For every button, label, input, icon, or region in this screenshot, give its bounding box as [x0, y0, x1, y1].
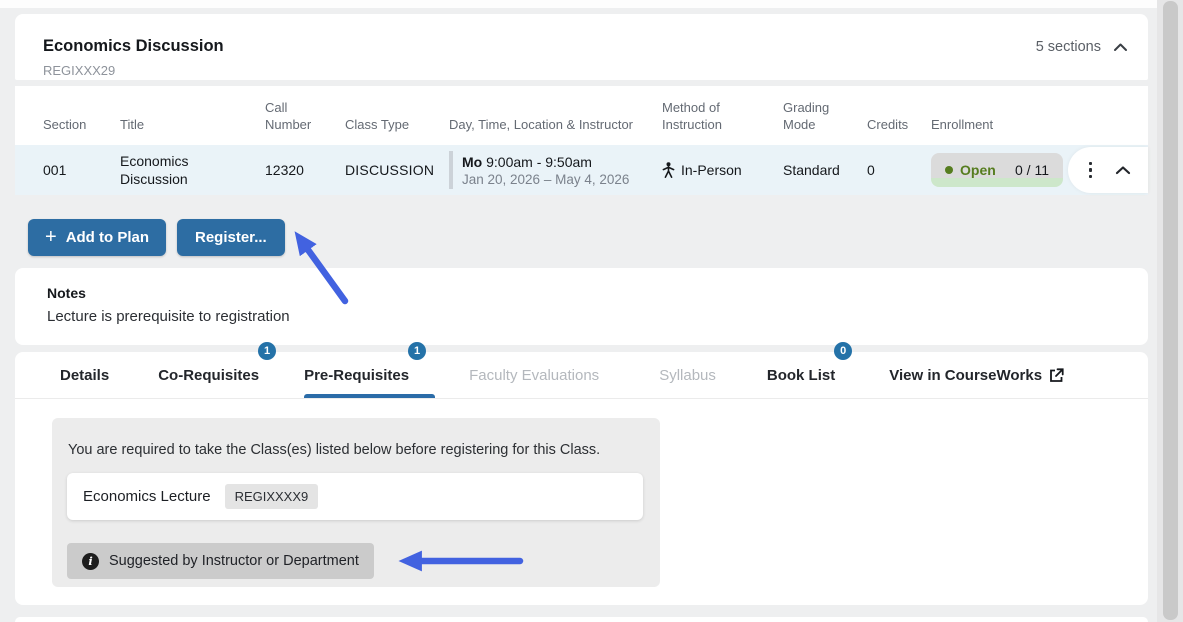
col-header-credits: Credits	[867, 117, 909, 133]
row-day-time: Mo 9:00am - 9:50am Jan 20, 2026 – May 4,…	[449, 151, 662, 189]
external-link-icon	[1049, 367, 1064, 383]
row-section: 001	[43, 162, 67, 178]
row-call-number: 12320	[265, 162, 304, 178]
notes-heading: Notes	[47, 285, 86, 301]
tab-view-in-courseworks[interactable]: View in CourseWorks	[889, 352, 1064, 398]
next-card-edge	[15, 617, 1148, 622]
row-grading: Standard	[783, 162, 840, 178]
method-label: In-Person	[681, 162, 742, 178]
register-label: Register...	[195, 229, 267, 246]
sections-collapse-toggle[interactable]: 5 sections	[1036, 14, 1128, 80]
tab-faculty-evaluations: Faculty Evaluations	[469, 366, 600, 384]
book-list-count-badge: 0	[834, 342, 853, 360]
col-header-call-number: Call Number	[265, 99, 312, 133]
course-header-card: Economics Discussion REGIXXX29 5 section…	[15, 14, 1148, 80]
row-collapse-chevron-up-icon[interactable]	[1115, 165, 1131, 175]
scrollbar-thumb[interactable]	[1163, 1, 1178, 620]
col-header-title: Title	[120, 117, 145, 133]
tab-co-requisites[interactable]: Co-Requisites 1	[158, 342, 277, 398]
plus-icon: +	[45, 225, 57, 248]
col-header-enrollment: Enrollment	[931, 117, 994, 133]
meeting-time: 9:00am - 9:50am	[486, 153, 592, 170]
notes-card: Notes Lecture is prerequisite to registr…	[15, 268, 1148, 345]
prerequisite-class-code-badge: REGIXXXX9	[224, 484, 319, 509]
suggested-by-instructor-button[interactable]: i Suggested by Instructor or Department	[67, 543, 374, 579]
course-code: REGIXXX29	[43, 63, 116, 78]
person-icon	[662, 162, 675, 178]
col-header-class-type: Class Type	[345, 117, 410, 133]
enrollment-count: 0 / 11	[1015, 162, 1049, 178]
pre-requisites-message: You are required to take the Class(es) l…	[68, 442, 601, 458]
row-method: In-Person	[662, 162, 783, 178]
tab-details[interactable]: Details	[60, 366, 110, 384]
tab-book-list[interactable]: Book List 0	[767, 342, 853, 398]
kebab-menu-icon[interactable]	[1085, 158, 1097, 183]
course-title: Economics Discussion	[43, 37, 224, 55]
row-enrollment: Open 0 / 11	[931, 153, 1148, 187]
row-title: Economics Discussion	[120, 152, 189, 187]
top-strip	[0, 0, 1183, 8]
col-header-day-time: Day, Time, Location & Instructor	[449, 117, 633, 133]
chevron-up-icon	[1113, 42, 1128, 52]
meeting-day: Mo	[462, 153, 483, 170]
notes-text: Lecture is prerequisite to registration	[47, 308, 290, 325]
row-class-type: DISCUSSION	[345, 162, 435, 178]
add-to-plan-button[interactable]: + Add to Plan	[28, 219, 167, 256]
meeting-dates: Jan 20, 2026 – May 4, 2026	[462, 171, 630, 187]
row-credits: 0	[867, 162, 875, 178]
enrollment-status: Open	[960, 162, 996, 178]
pre-requisites-count-badge: 1	[408, 342, 427, 360]
info-icon: i	[82, 552, 99, 570]
col-header-section: Section	[43, 117, 87, 133]
col-header-method: Method of Instruction	[662, 99, 722, 133]
col-header-grading: Grading Mode	[783, 99, 830, 133]
table-header-row: Section Title Call Number Class Type Day…	[15, 86, 1148, 145]
tab-bar: Details Co-Requisites 1 Pre-Requisites 1…	[15, 342, 1148, 399]
section-row[interactable]: 001 Economics Discussion 12320 DISCUSSIO…	[15, 145, 1148, 195]
meeting-accent-bar	[449, 151, 453, 189]
prerequisite-class-name: Economics Lecture	[83, 488, 211, 505]
prerequisite-class-card[interactable]: Economics Lecture REGIXXXX9	[67, 473, 643, 520]
row-actions-pill	[1068, 147, 1148, 193]
pre-requisites-panel: You are required to take the Class(es) l…	[52, 418, 660, 587]
open-status-dot-icon	[945, 166, 953, 174]
suggested-label: Suggested by Instructor or Department	[109, 553, 359, 569]
register-button[interactable]: Register...	[177, 219, 285, 256]
co-requisites-count-badge: 1	[258, 342, 277, 360]
details-card: Details Co-Requisites 1 Pre-Requisites 1…	[15, 342, 1148, 605]
add-to-plan-label: Add to Plan	[65, 229, 150, 246]
tab-pre-requisites[interactable]: Pre-Requisites 1	[304, 342, 436, 398]
sections-count-label: 5 sections	[1035, 39, 1101, 55]
scrollbar-track[interactable]	[1157, 0, 1183, 622]
tab-syllabus: Syllabus	[659, 366, 716, 384]
enrollment-status-badge: Open 0 / 11	[931, 153, 1063, 187]
sections-table: Section Title Call Number Class Type Day…	[15, 86, 1148, 195]
